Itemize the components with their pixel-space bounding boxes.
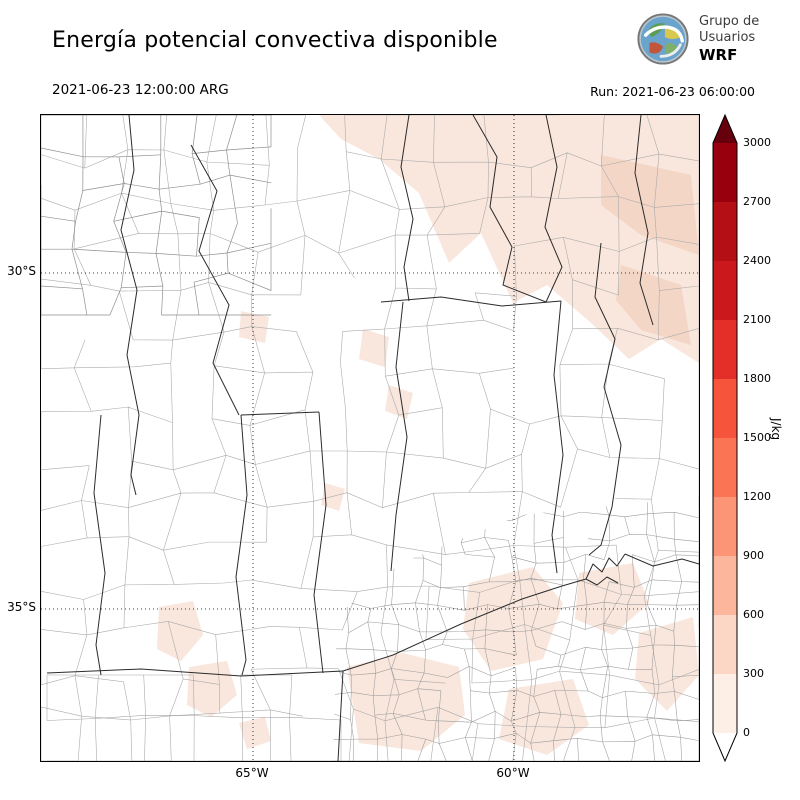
run-time-label: Run: 2021-06-23 06:00:00 xyxy=(590,84,755,99)
valid-time-label: 2021-06-23 12:00:00 ARG xyxy=(52,82,229,98)
lat-label-35s: 35°S xyxy=(7,600,36,614)
wrf-logo: Grupo de Usuarios WRF xyxy=(636,12,759,66)
colorbar-tick-900: 900 xyxy=(743,549,764,562)
map-canvas xyxy=(41,115,699,761)
colorbar-tick-0: 0 xyxy=(743,726,750,739)
colorbar-tick-2100: 2100 xyxy=(743,313,771,326)
logo-wrf-label: WRF xyxy=(699,45,738,64)
colorbar-tick-600: 600 xyxy=(743,608,764,621)
page-title: Energía potencial convectiva disponible xyxy=(52,28,498,53)
colorbar-tick-2400: 2400 xyxy=(743,254,771,267)
colorbar-tick-1200: 1200 xyxy=(743,490,771,503)
colorbar-tick-300: 300 xyxy=(743,667,764,680)
lat-label-30s: 30°S xyxy=(7,264,36,278)
map-frame xyxy=(40,114,700,762)
logo-line-1: Grupo de xyxy=(699,14,760,30)
globe-icon xyxy=(637,13,689,65)
colorbar xyxy=(712,114,738,762)
colorbar-unit-label: J/kg xyxy=(769,418,783,441)
logo-text: Grupo de Usuarios WRF xyxy=(699,14,759,63)
lon-label-60w: 60°W xyxy=(496,766,530,780)
logo-line-2: Usuarios xyxy=(699,30,756,45)
colorbar-tick-1800: 1800 xyxy=(743,372,771,385)
colorbar-tick-2700: 2700 xyxy=(743,195,771,208)
colorbar-tick-1500: 1500 xyxy=(743,431,771,444)
lon-label-65w: 65°W xyxy=(235,766,269,780)
colorbar-tick-3000: 3000 xyxy=(743,136,771,149)
